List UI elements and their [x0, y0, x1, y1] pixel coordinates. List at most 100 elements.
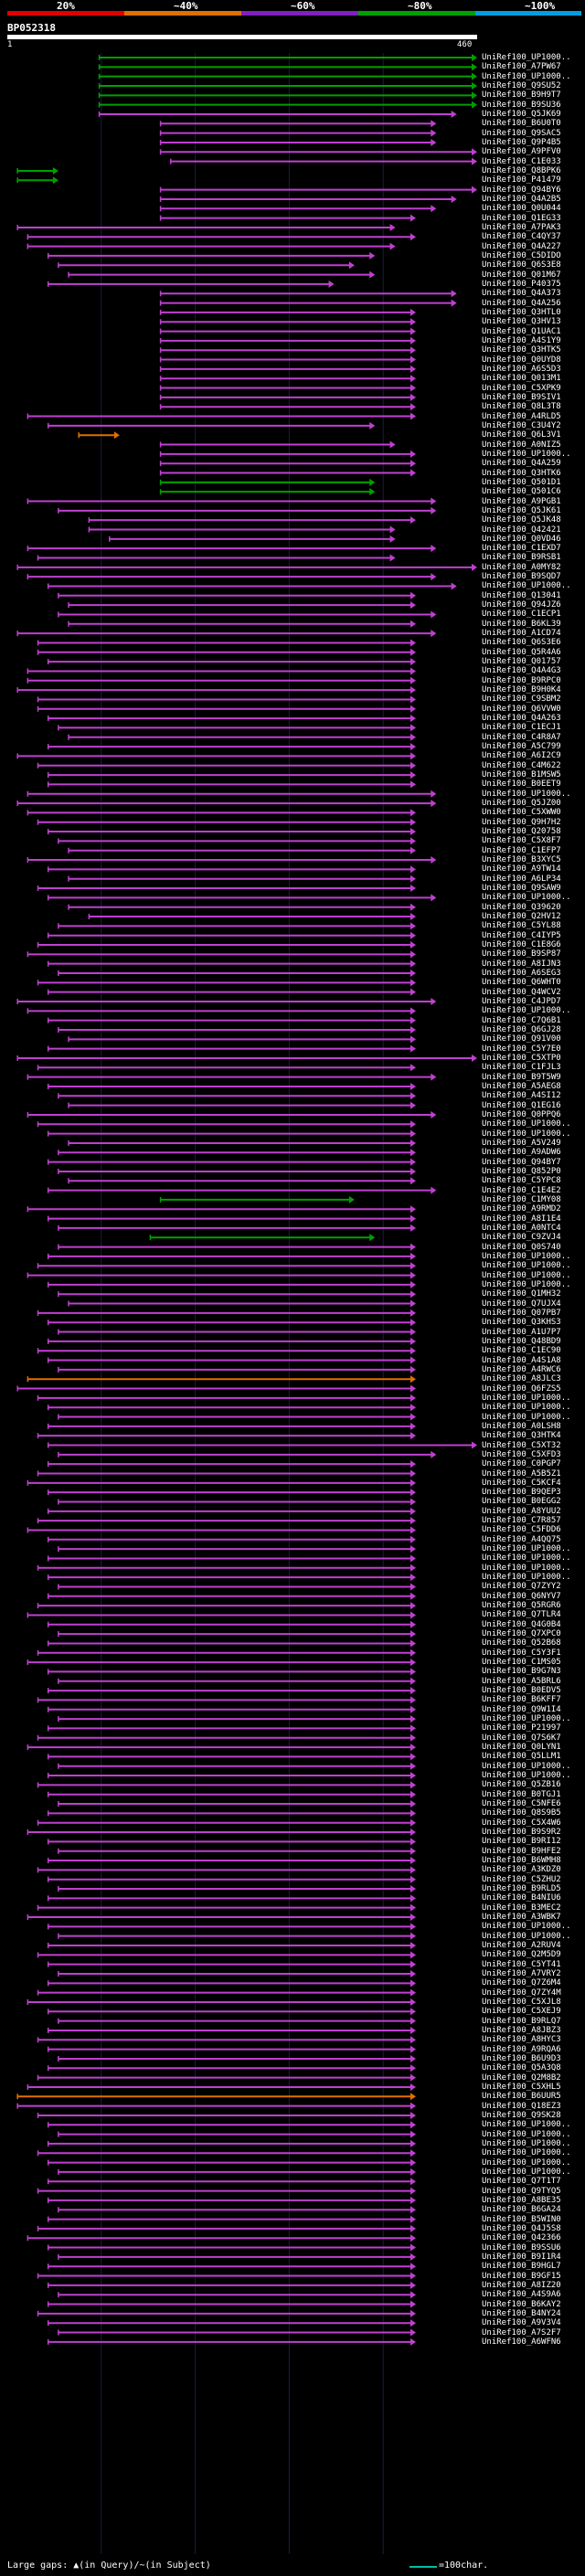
hit-label[interactable]: UniRef100_Q0S740 — [482, 1242, 561, 1252]
hit-label[interactable]: UniRef100_B9I1R4 — [482, 2252, 561, 2262]
hit-label[interactable]: UniRef100_A5C799 — [482, 742, 561, 752]
hit-label[interactable]: UniRef100_C0PGP7 — [482, 1459, 561, 1469]
hit-label[interactable]: UniRef100_B1MSW5 — [482, 770, 561, 780]
hit-label[interactable]: UniRef100_B0EDV5 — [482, 1686, 561, 1696]
hit-label[interactable]: UniRef100_A6SEG3 — [482, 969, 561, 978]
hit-label[interactable]: UniRef100_B6U0T0 — [482, 119, 561, 129]
hit-label[interactable]: UniRef100_A8JLC3 — [482, 1374, 561, 1384]
hit-label[interactable]: UniRef100_Q94BY6 — [482, 185, 561, 195]
hit-label[interactable]: UniRef100_C5Y7E0 — [482, 1044, 561, 1054]
hit-label[interactable]: UniRef100_B9SQD7 — [482, 572, 561, 582]
hit-label[interactable]: UniRef100_A9RQA6 — [482, 2044, 561, 2054]
hit-label[interactable]: UniRef100_C4IYP5 — [482, 930, 561, 940]
hit-label[interactable]: UniRef100_Q1EG16 — [482, 1100, 561, 1110]
hit-label[interactable]: UniRef100_B6KL39 — [482, 619, 561, 629]
hit-label[interactable]: UniRef100_A8JBZ3 — [482, 2025, 561, 2035]
hit-label[interactable]: UniRef100_Q01M67 — [482, 270, 561, 280]
hit-label[interactable]: UniRef100_UP1000.. — [482, 1393, 571, 1403]
hit-label[interactable]: UniRef100_UP1000.. — [482, 2129, 571, 2139]
hit-label[interactable]: UniRef100_A8IJN3 — [482, 959, 561, 969]
hit-label[interactable]: UniRef100_Q7UJX4 — [482, 1299, 561, 1309]
hit-label[interactable]: UniRef100_Q7TLR4 — [482, 1610, 561, 1620]
hit-label[interactable]: UniRef100_UP1000.. — [482, 2120, 571, 2130]
hit-label[interactable]: UniRef100_A7VRY2 — [482, 1968, 561, 1978]
hit-label[interactable]: UniRef100_Q42421 — [482, 525, 561, 535]
hit-label[interactable]: UniRef100_Q4A373 — [482, 289, 561, 299]
hit-label[interactable]: UniRef100_A9PGB1 — [482, 496, 561, 506]
hit-label[interactable]: UniRef100_B9SIV1 — [482, 392, 561, 402]
hit-label[interactable]: UniRef100_Q42366 — [482, 2233, 561, 2243]
hit-label[interactable]: UniRef100_P41479 — [482, 175, 561, 186]
hit-label[interactable]: UniRef100_UP1000.. — [482, 1553, 571, 1564]
hit-label[interactable]: UniRef100_P40375 — [482, 279, 561, 289]
hit-label[interactable]: UniRef100_B9RI12 — [482, 1837, 561, 1847]
hit-label[interactable]: UniRef100_UP1000.. — [482, 893, 571, 903]
hit-label[interactable]: UniRef100_A0NIZ5 — [482, 440, 561, 450]
hit-label[interactable]: UniRef100_UP1000.. — [482, 1403, 571, 1413]
hit-label[interactable]: UniRef100_Q3HTK4 — [482, 1431, 561, 1441]
hit-label[interactable]: UniRef100_Q5R4A6 — [482, 647, 561, 657]
hit-label[interactable]: UniRef100_Q6L3V1 — [482, 430, 561, 440]
hit-label[interactable]: UniRef100_C5XTP0 — [482, 1053, 561, 1063]
hit-label[interactable]: UniRef100_Q4A2B5 — [482, 194, 561, 204]
hit-label[interactable]: UniRef100_UP1000.. — [482, 1544, 571, 1554]
hit-label[interactable]: UniRef100_C5XEJ9 — [482, 2007, 561, 2017]
hit-label[interactable]: UniRef100_C5XHL5 — [482, 2082, 561, 2092]
hit-label[interactable]: UniRef100_Q0U044 — [482, 204, 561, 214]
hit-label[interactable]: UniRef100_A9TW14 — [482, 864, 561, 875]
hit-label[interactable]: UniRef100_A6S5D3 — [482, 364, 561, 374]
hit-label[interactable]: UniRef100_B9RPC0 — [482, 675, 561, 685]
hit-label[interactable]: UniRef100_A4SI12 — [482, 1091, 561, 1101]
hit-label[interactable]: UniRef100_A4S1A8 — [482, 1355, 561, 1365]
hit-label[interactable]: UniRef100_A6WFN6 — [482, 2337, 561, 2347]
hit-label[interactable]: UniRef100_A9ADW6 — [482, 1148, 561, 1158]
hit-label[interactable]: UniRef100_Q39620 — [482, 902, 561, 912]
hit-label[interactable]: UniRef100_UP1000.. — [482, 1129, 571, 1139]
hit-label[interactable]: UniRef100_Q9TYQ5 — [482, 2186, 561, 2196]
hit-label[interactable]: UniRef100_UP1000.. — [482, 1251, 571, 1261]
hit-label[interactable]: UniRef100_C1MY08 — [482, 1194, 561, 1204]
hit-label[interactable]: UniRef100_B9T5W9 — [482, 1072, 561, 1082]
hit-label[interactable]: UniRef100_A4RWC6 — [482, 1364, 561, 1374]
hit-label[interactable]: UniRef100_UP1000.. — [482, 2167, 571, 2177]
hit-label[interactable]: UniRef100_B9H0K4 — [482, 685, 561, 695]
hit-label[interactable]: UniRef100_B9SP87 — [482, 949, 561, 959]
hit-label[interactable]: UniRef100_C5Y3F1 — [482, 1648, 561, 1658]
hit-label[interactable]: UniRef100_Q0VD46 — [482, 534, 561, 544]
hit-label[interactable]: UniRef100_B6UUR5 — [482, 2092, 561, 2102]
hit-label[interactable]: UniRef100_Q0LYN1 — [482, 1743, 561, 1753]
hit-label[interactable]: UniRef100_A9PFV0 — [482, 147, 561, 157]
hit-label[interactable]: UniRef100_Q7ZY4M — [482, 1988, 561, 1998]
hit-label[interactable]: UniRef100_A5BRL6 — [482, 1676, 561, 1686]
hit-label[interactable]: UniRef100_UP1000.. — [482, 1714, 571, 1724]
hit-label[interactable]: UniRef100_C5DIDO — [482, 250, 561, 260]
hit-label[interactable]: UniRef100_Q2M8B2 — [482, 2072, 561, 2083]
hit-label[interactable]: UniRef100_Q4G0B4 — [482, 1619, 561, 1629]
hit-label[interactable]: UniRef100_A8HYC3 — [482, 2035, 561, 2045]
hit-label[interactable]: UniRef100_B9G7N3 — [482, 1667, 561, 1677]
hit-label[interactable]: UniRef100_C4JPD7 — [482, 997, 561, 1006]
hit-label[interactable]: UniRef100_UP1000.. — [482, 53, 571, 62]
hit-label[interactable]: UniRef100_C5X4W6 — [482, 1818, 561, 1828]
hit-label[interactable]: UniRef100_C5XFD3 — [482, 1449, 561, 1459]
hit-label[interactable]: UniRef100_Q013M1 — [482, 374, 561, 384]
hit-label[interactable]: UniRef100_C1E4E2 — [482, 1185, 561, 1195]
hit-label[interactable]: UniRef100_C1EC90 — [482, 1346, 561, 1356]
hit-label[interactable]: UniRef100_Q5JK48 — [482, 515, 561, 525]
hit-label[interactable]: UniRef100_B9RLQ7 — [482, 2016, 561, 2026]
hit-label[interactable]: UniRef100_Q9SK28 — [482, 2110, 561, 2120]
hit-label[interactable]: UniRef100_Q4A227 — [482, 241, 561, 251]
hit-label[interactable]: UniRef100_Q3KHS3 — [482, 1318, 561, 1328]
hit-label[interactable]: UniRef100_C1FJL3 — [482, 1063, 561, 1073]
hit-label[interactable]: UniRef100_Q48BD9 — [482, 1336, 561, 1346]
hit-label[interactable]: UniRef100_C5XWW0 — [482, 808, 561, 818]
hit-label[interactable]: UniRef100_B3XYC5 — [482, 855, 561, 865]
hit-label[interactable]: UniRef100_Q7T1T7 — [482, 2177, 561, 2187]
hit-label[interactable]: UniRef100_C5XJL8 — [482, 1997, 561, 2007]
hit-label[interactable]: UniRef100_Q6NYV7 — [482, 1591, 561, 1601]
hit-label[interactable]: UniRef100_A0LSH8 — [482, 1421, 561, 1431]
hit-label[interactable]: UniRef100_Q07PB7 — [482, 1308, 561, 1318]
hit-label[interactable]: UniRef100_Q52B68 — [482, 1638, 561, 1648]
hit-label[interactable]: UniRef100_UP1000.. — [482, 1279, 571, 1289]
hit-label[interactable]: UniRef100_C5XPK9 — [482, 383, 561, 393]
